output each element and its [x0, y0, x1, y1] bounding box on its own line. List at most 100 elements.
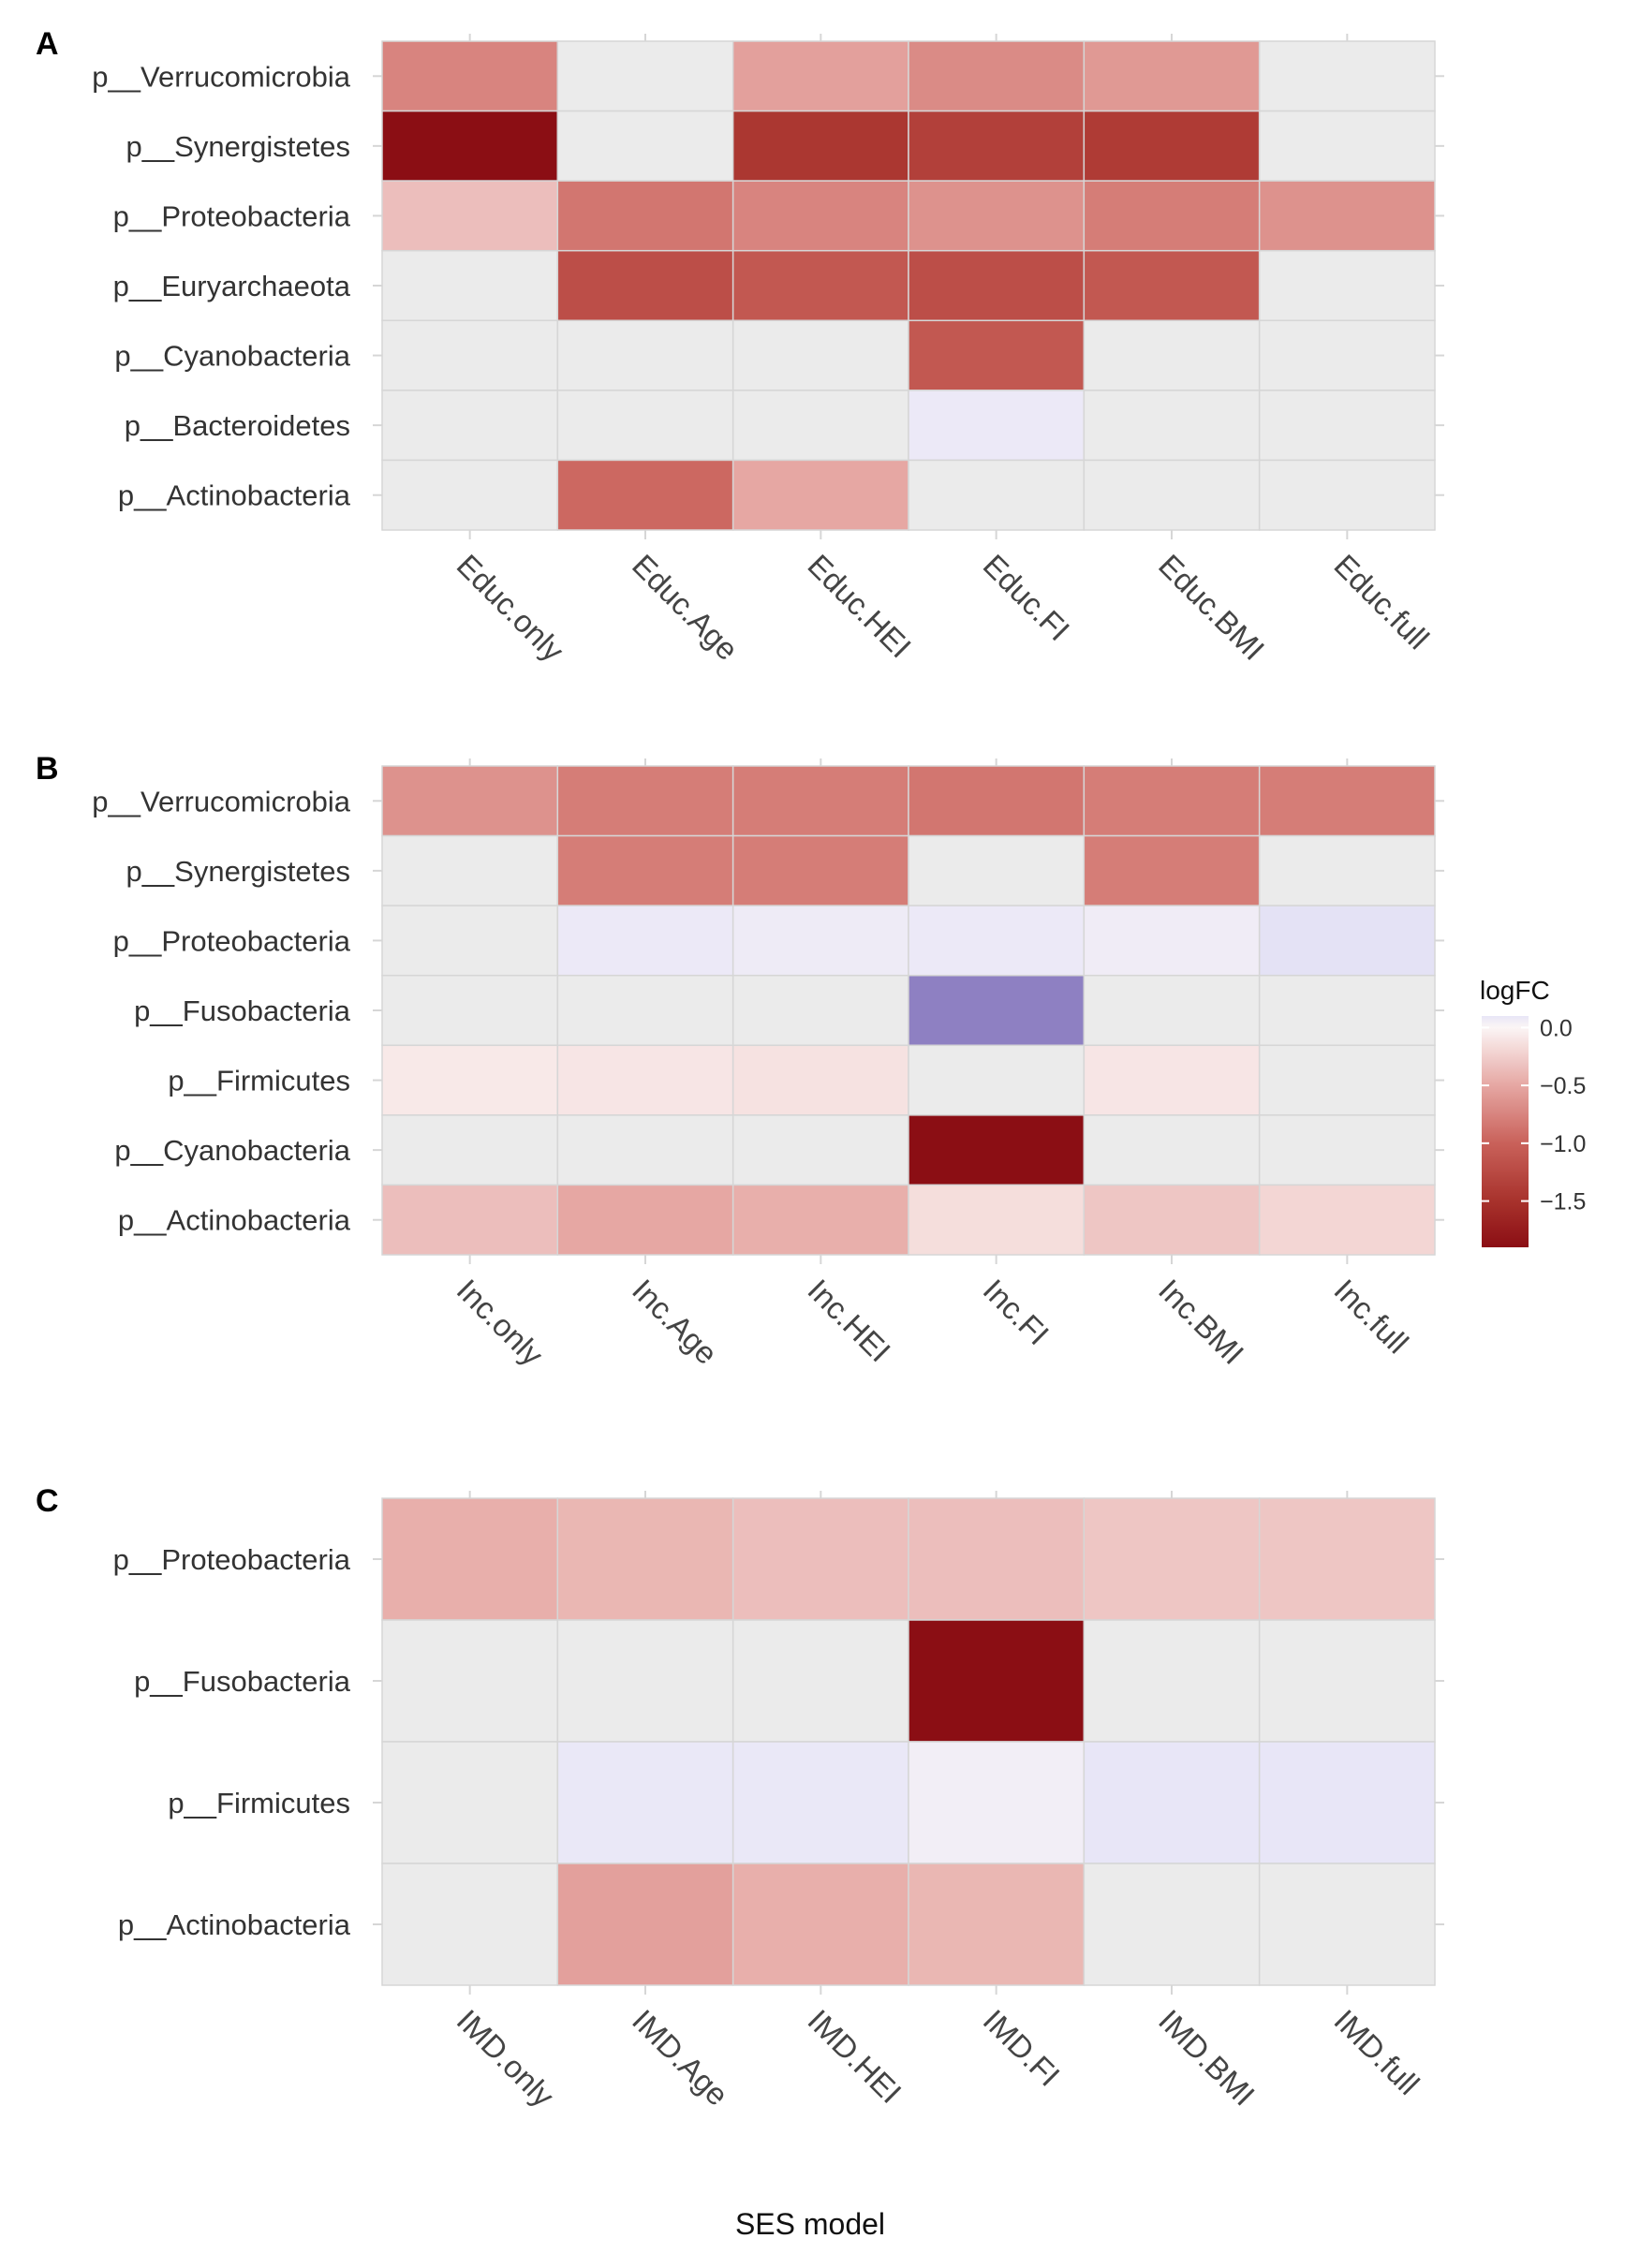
heatmap-cell — [1258, 249, 1436, 322]
heatmap-cell — [731, 319, 909, 391]
heatmap-cell — [731, 1497, 909, 1621]
heatmap-cell — [731, 390, 909, 462]
heatmap-cell — [556, 1044, 734, 1116]
column-label: IMD.FI — [977, 2003, 1067, 2093]
heatmap-cell — [556, 765, 734, 837]
heatmap-cell — [908, 1497, 1086, 1621]
row-label: p__Actinobacteria — [118, 1908, 351, 1941]
heatmap-cell — [1258, 110, 1436, 182]
heatmap-cell — [908, 390, 1086, 462]
heatmap-cell — [908, 974, 1086, 1047]
column-label: IMD.full — [1327, 2003, 1426, 2101]
column-label: Educ.HEI — [801, 548, 918, 665]
heatmap-cell — [731, 110, 909, 182]
panel-letter: C — [36, 1483, 59, 1519]
column-label: Educ.BMI — [1152, 548, 1271, 667]
legend-tick-label: −0.5 — [1540, 1073, 1586, 1099]
column-label: IMD.only — [451, 2003, 562, 2114]
column-label: Educ.FI — [977, 548, 1077, 648]
heatmap-cell — [908, 1044, 1086, 1116]
heatmap-cell — [556, 1741, 734, 1864]
heatmap-cell — [1258, 459, 1436, 531]
heatmap-cell — [908, 1114, 1086, 1186]
row-label: p__Synergistetes — [126, 130, 350, 163]
heatmap-cell — [1083, 249, 1261, 322]
heatmap-cell — [381, 1741, 559, 1864]
heatmap-cell — [908, 459, 1086, 531]
heatmap-cell — [908, 765, 1086, 837]
heatmap-cell — [1258, 180, 1436, 252]
legend-colorbar — [1482, 1016, 1529, 1247]
row-label: p__Proteobacteria — [113, 1543, 351, 1576]
row-label: p__Fusobacteria — [134, 994, 351, 1027]
heatmap-cell — [1083, 110, 1261, 182]
heatmap-cell — [731, 765, 909, 837]
heatmap-cell — [1083, 40, 1261, 112]
heatmap-cell — [908, 834, 1086, 906]
heatmap-cell — [556, 1184, 734, 1256]
heatmap-cell — [908, 1741, 1086, 1864]
heatmap-cell — [381, 390, 559, 462]
heatmap-cell — [1083, 459, 1261, 531]
heatmap-cell — [381, 1863, 559, 1986]
heatmap-cell — [556, 390, 734, 462]
legend-tick-label: −1.0 — [1540, 1131, 1586, 1157]
heatmap-cell — [1258, 1044, 1436, 1116]
heatmap-cell — [556, 1619, 734, 1743]
heatmap-cell — [1083, 180, 1261, 252]
heatmap-cell — [1258, 834, 1436, 906]
heatmap-cell — [381, 834, 559, 906]
heatmap-cell — [908, 1184, 1086, 1256]
legend: logFC 0.0 −0.5 −1.0 −1.5 — [1480, 976, 1586, 1247]
heatmap-cell — [1083, 1114, 1261, 1186]
heatmap-cell — [556, 319, 734, 391]
row-label: p__Cyanobacteria — [114, 1134, 350, 1167]
column-label: Inc.HEI — [801, 1273, 897, 1369]
heatmap-cell — [556, 834, 734, 906]
heatmap-cell — [731, 974, 909, 1047]
heatmap-cell — [1258, 1497, 1436, 1621]
column-label: Inc.FI — [977, 1273, 1056, 1352]
heatmap-cell — [908, 905, 1086, 977]
heatmap-cell — [1258, 1619, 1436, 1743]
column-label: Inc.full — [1327, 1273, 1415, 1361]
heatmap-cell — [381, 905, 559, 977]
heatmap-cell — [556, 1863, 734, 1986]
heatmap-cell — [731, 459, 909, 531]
column-label: Inc.Age — [626, 1273, 724, 1371]
heatmap-cell — [908, 1619, 1086, 1743]
row-label: p__Verrucomicrobia — [92, 60, 350, 93]
column-label: Educ.full — [1327, 548, 1436, 656]
heatmap-cell — [1258, 765, 1436, 837]
heatmap-cell — [908, 319, 1086, 391]
row-label: p__Synergistetes — [126, 855, 350, 888]
heatmap-cell — [1083, 1184, 1261, 1256]
panel-b: Bp__Verrucomicrobia p__Synergistetes p__Pr… — [36, 751, 1444, 1373]
heatmap-cell — [1083, 1741, 1261, 1864]
heatmap-cell — [381, 180, 559, 252]
heatmap-cell — [1258, 1114, 1436, 1186]
heatmap-cell — [556, 905, 734, 977]
row-label: p__Firmicutes — [168, 1787, 350, 1819]
heatmap-cell — [556, 1497, 734, 1621]
heatmap-cell — [1083, 1863, 1261, 1986]
heatmap-cell — [1083, 765, 1261, 837]
heatmap-cell — [381, 110, 559, 182]
heatmap-cell — [1258, 40, 1436, 112]
column-label: Educ.only — [451, 548, 571, 669]
heatmap-cell — [731, 834, 909, 906]
column-label: Inc.BMI — [1152, 1273, 1250, 1371]
heatmap-cell — [1083, 1044, 1261, 1116]
heatmap-cell — [381, 1114, 559, 1186]
row-label: p__Fusobacteria — [134, 1665, 351, 1698]
heatmap-cell — [908, 110, 1086, 182]
row-label: p__Firmicutes — [168, 1065, 350, 1097]
heatmap-cell — [1083, 834, 1261, 906]
heatmap-cell — [1258, 390, 1436, 462]
heatmap-cell — [1083, 390, 1261, 462]
heatmap-cell — [1258, 905, 1436, 977]
heatmap-cell — [908, 180, 1086, 252]
heatmap-cell — [556, 1114, 734, 1186]
heatmap-cell — [731, 1044, 909, 1116]
